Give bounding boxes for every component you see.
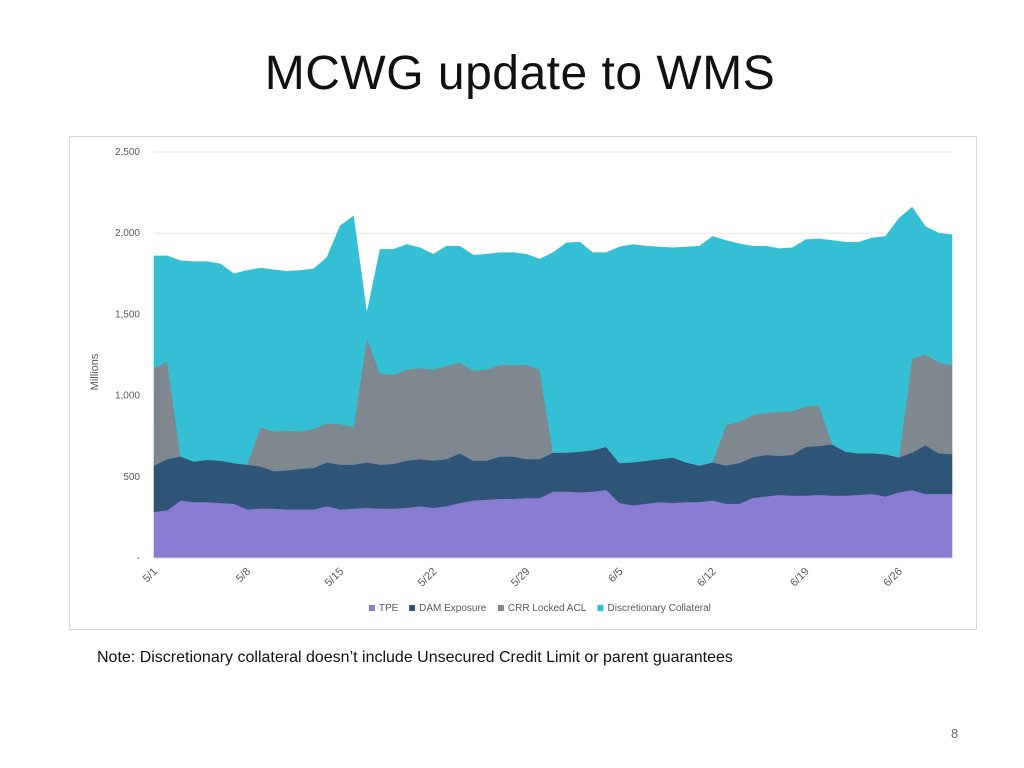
x-tick-label: 5/15	[323, 566, 347, 590]
y-tick-label: 1,000	[115, 391, 140, 402]
legend-swatch	[597, 605, 604, 611]
footnote: Note: Discretionary collateral doesn’t i…	[97, 649, 733, 666]
stacked-area-chart: - 500 1,000 1,500 2,000 2,500 5/1 5/8 5/15 5/22 5/…	[69, 136, 977, 630]
y-tick-label: 1,500	[115, 309, 140, 320]
legend: TPE DAM Exposure CRR Locked ACL Discretiona…	[368, 603, 711, 614]
legend-label: Discretionary Collateral	[608, 603, 711, 614]
y-tick-label: 500	[123, 472, 140, 483]
x-tick-label: 5/1	[141, 566, 160, 585]
legend-label: DAM Exposure	[419, 603, 487, 614]
y-axis-title: Millions	[89, 353, 101, 390]
y-tick-label: 2,500	[115, 147, 140, 158]
x-tick-label: 6/26	[881, 566, 905, 590]
legend-swatch	[497, 605, 504, 611]
legend-swatch	[409, 605, 416, 611]
area-discretionary-collateral	[153, 206, 953, 466]
page-number: 8	[951, 726, 959, 741]
x-tick-label: 6/12	[695, 566, 719, 590]
legend-swatch	[368, 605, 375, 611]
legend-label: CRR Locked ACL	[508, 603, 587, 614]
x-tick-label: 5/8	[234, 566, 253, 585]
x-tick-label: 6/5	[606, 566, 625, 585]
slide-title: MCWG update to WMS	[264, 47, 776, 100]
x-tick-label: 5/22	[416, 566, 440, 590]
area-series	[153, 206, 953, 559]
y-tick-label: -	[137, 553, 140, 564]
x-tick-label: 6/19	[788, 566, 812, 590]
legend-label: TPE	[379, 603, 399, 614]
chart-svg: - 500 1,000 1,500 2,000 2,500 5/1 5/8 5/15 5/22 5/…	[89, 147, 953, 614]
x-tick-label: 5/29	[509, 566, 533, 590]
y-tick-label: 2,000	[115, 228, 140, 239]
